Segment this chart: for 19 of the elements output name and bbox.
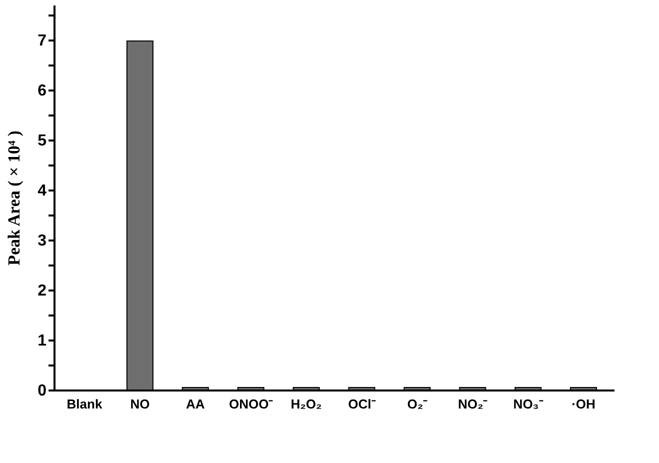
y-tick-label: 4 (38, 182, 47, 200)
y-tick-label: 7 (38, 32, 47, 50)
y-tick-label: 6 (38, 82, 47, 100)
y-tick-label: 1 (38, 332, 47, 350)
y-tick-label: 5 (38, 132, 47, 150)
x-tick-label: AA (186, 396, 206, 412)
y-tick-label: 3 (38, 232, 47, 250)
x-tick-label: OCl⁻ (348, 396, 376, 412)
x-tick-label: O₂⁻ (407, 396, 428, 412)
x-tick-label: H₂O₂ (290, 396, 322, 412)
y-tick-label: 2 (38, 282, 47, 300)
x-tick-label: NO₂⁻ (458, 396, 488, 412)
x-tick-label: ONOO⁻ (228, 396, 274, 412)
x-tick-label: ·OH (572, 396, 596, 412)
x-tick-label: Blank (66, 396, 103, 412)
y-axis-title: Peak Area ( × 10⁴ ) (4, 130, 24, 266)
x-tick-label: NO (130, 396, 150, 412)
y-tick-label: 0 (38, 382, 47, 400)
x-tick-label: NO₃⁻ (513, 396, 544, 412)
